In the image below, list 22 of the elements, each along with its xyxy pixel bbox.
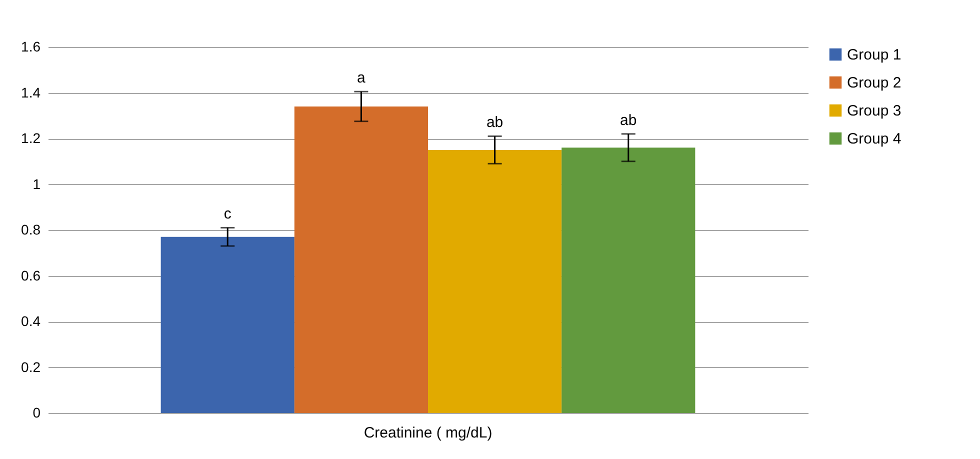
annotation: ab [486,114,504,132]
bar [294,106,428,413]
y-tick-label: 1.2 [21,130,41,146]
y-tick-label: 0.2 [21,358,41,375]
annotation: c [224,206,232,223]
y-tick-label: 1.4 [21,84,41,100]
y-tick-label: 0.6 [21,267,41,284]
y-tick-label: 0 [32,404,41,420]
annotation: a [357,70,366,87]
legend-label: Group 3 [847,102,902,120]
legend-label: Group 1 [847,46,902,64]
y-tick-label: 1 [32,176,41,192]
annotation: ab [620,112,637,129]
y-tick-label: 0.8 [21,222,41,238]
bar [160,236,294,413]
x-tick-label: Creatinine ( mg/dL) [364,424,492,442]
legend-label: Group 2 [847,74,902,92]
y-tick-label: 1.6 [21,38,41,54]
legend-label: Group 4 [847,130,902,148]
bar [428,150,562,413]
bar [562,148,696,413]
y-tick-label: 0.4 [21,313,41,329]
